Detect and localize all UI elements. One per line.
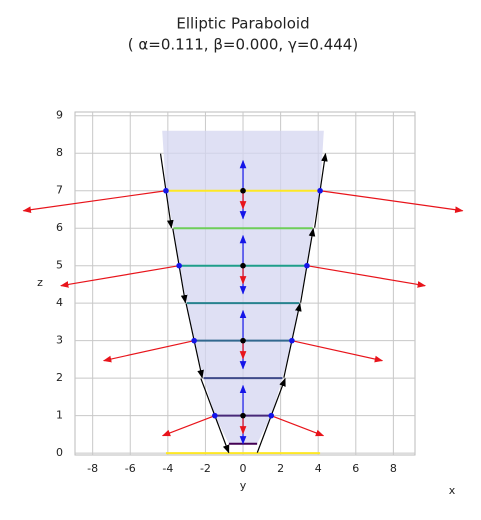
x-tick-label: 6 <box>352 462 359 475</box>
chart-title: Elliptic Paraboloid <box>176 15 309 33</box>
edge-point <box>304 262 310 269</box>
y-tick-label: 6 <box>56 221 63 234</box>
normal-arrow <box>60 265 180 288</box>
y-tick-label: 7 <box>56 184 63 197</box>
x-tick-label: 2 <box>277 462 284 475</box>
center-point <box>240 337 246 344</box>
edge-point <box>317 187 323 194</box>
edge-point <box>289 337 295 344</box>
edge-point <box>163 187 169 194</box>
edge-point <box>176 262 182 269</box>
chart-subtitle: ( α=0.111, β=0.000, γ=0.444) <box>128 36 358 54</box>
y-tick-label: 0 <box>56 446 63 459</box>
edge-point <box>212 412 218 419</box>
x-tick-label: 8 <box>390 462 397 475</box>
y-tick-label: 8 <box>56 146 63 159</box>
x-tick-label: -6 <box>125 462 136 475</box>
x-tick-label: 4 <box>315 462 322 475</box>
center-point <box>240 412 246 419</box>
normal-arrow <box>271 415 325 437</box>
normal-arrow <box>161 415 216 437</box>
normal-arrow <box>320 190 464 213</box>
y-tick-label: 4 <box>56 296 63 309</box>
x-tick-label: -4 <box>162 462 173 475</box>
normal-arrow <box>22 190 167 213</box>
edge-point <box>268 412 275 419</box>
x-tick-label: -2 <box>200 462 211 475</box>
x-tick-label: -8 <box>87 462 98 475</box>
y-tick-label: 2 <box>56 371 63 384</box>
normal-arrow <box>102 340 195 363</box>
y-tick-label: 3 <box>56 334 63 347</box>
normal-arrow <box>306 265 426 288</box>
y-tick-label: 1 <box>56 409 63 422</box>
x-tick-label: 0 <box>240 462 247 475</box>
depth-axis-label: x <box>449 484 456 497</box>
center-point <box>240 187 246 194</box>
x-axis-label: y <box>240 479 247 492</box>
y-axis-label: z <box>37 276 43 289</box>
y-tick-label: 5 <box>56 259 63 272</box>
normal-arrow <box>291 340 384 363</box>
center-point <box>240 262 246 269</box>
y-tick-label: 9 <box>56 109 63 122</box>
edge-point <box>191 337 197 344</box>
